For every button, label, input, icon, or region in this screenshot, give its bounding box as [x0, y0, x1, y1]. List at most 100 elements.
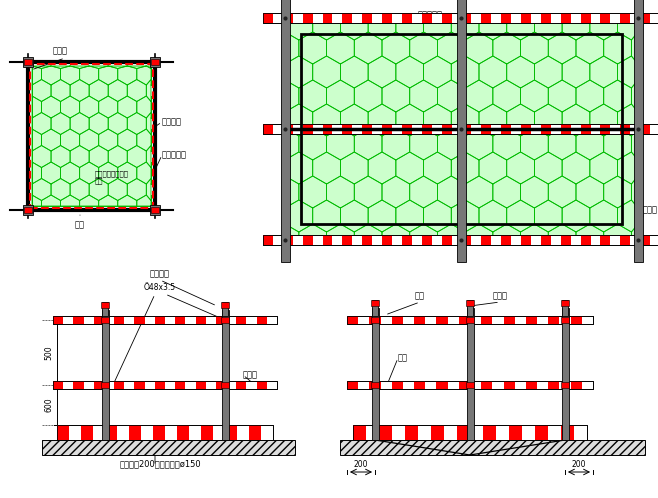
Polygon shape — [73, 381, 84, 389]
Polygon shape — [431, 425, 444, 440]
Bar — [340, 440, 645, 455]
Polygon shape — [81, 425, 93, 440]
Polygon shape — [541, 124, 551, 134]
Polygon shape — [283, 235, 293, 245]
Polygon shape — [405, 425, 418, 440]
Polygon shape — [457, 425, 470, 440]
Bar — [347, 316, 593, 324]
Polygon shape — [236, 381, 247, 389]
Bar — [467, 308, 474, 440]
Polygon shape — [422, 13, 432, 23]
Bar — [457, 0, 465, 262]
Bar — [42, 440, 295, 455]
Bar — [150, 57, 160, 67]
Bar — [222, 310, 228, 440]
Polygon shape — [601, 235, 611, 245]
Polygon shape — [620, 124, 630, 134]
Polygon shape — [392, 316, 403, 324]
Polygon shape — [601, 13, 611, 23]
Polygon shape — [561, 425, 574, 440]
Bar — [372, 300, 378, 316]
Polygon shape — [322, 13, 332, 23]
Polygon shape — [436, 316, 447, 324]
Polygon shape — [175, 316, 186, 324]
Polygon shape — [382, 13, 392, 23]
Polygon shape — [236, 316, 247, 324]
Polygon shape — [521, 13, 531, 23]
Bar — [371, 300, 379, 306]
Polygon shape — [249, 425, 261, 440]
Polygon shape — [570, 381, 582, 389]
Bar — [466, 382, 474, 388]
Bar — [57, 425, 273, 440]
Polygon shape — [620, 235, 630, 245]
Polygon shape — [263, 235, 273, 245]
Bar — [53, 381, 277, 389]
Bar — [263, 13, 658, 23]
Text: 200: 200 — [638, 442, 643, 453]
Polygon shape — [225, 425, 237, 440]
Polygon shape — [153, 425, 165, 440]
Polygon shape — [414, 381, 425, 389]
Polygon shape — [53, 381, 63, 389]
Polygon shape — [283, 124, 293, 134]
Polygon shape — [482, 124, 492, 134]
Text: 200: 200 — [44, 440, 53, 455]
Text: Ö48x3.5: Ö48x3.5 — [144, 283, 176, 292]
Polygon shape — [155, 316, 165, 324]
Bar — [561, 382, 569, 388]
Polygon shape — [501, 235, 511, 245]
Bar — [53, 316, 277, 324]
Polygon shape — [57, 425, 69, 440]
Polygon shape — [481, 316, 492, 324]
Bar — [353, 425, 587, 440]
Polygon shape — [580, 13, 590, 23]
Bar — [101, 382, 109, 388]
Text: 600: 600 — [44, 398, 53, 412]
Polygon shape — [442, 235, 451, 245]
Text: 挡脚板: 挡脚板 — [243, 371, 258, 379]
Polygon shape — [93, 316, 104, 324]
Polygon shape — [353, 425, 366, 440]
Text: 下设挡脚板: 下设挡脚板 — [417, 10, 442, 19]
Polygon shape — [640, 124, 650, 134]
Polygon shape — [369, 316, 380, 324]
Polygon shape — [482, 13, 492, 23]
Bar — [102, 302, 108, 316]
Bar — [347, 381, 593, 389]
Polygon shape — [521, 235, 531, 245]
Polygon shape — [481, 381, 492, 389]
Polygon shape — [155, 381, 165, 389]
Polygon shape — [402, 235, 412, 245]
Polygon shape — [216, 316, 226, 324]
Bar — [301, 34, 622, 224]
Bar — [372, 308, 378, 440]
Polygon shape — [263, 124, 273, 134]
Text: 横杆: 横杆 — [75, 220, 85, 229]
Polygon shape — [303, 235, 313, 245]
Polygon shape — [114, 381, 124, 389]
Polygon shape — [402, 124, 412, 134]
Polygon shape — [459, 316, 470, 324]
Text: 栏杆柱: 栏杆柱 — [492, 291, 507, 300]
Polygon shape — [541, 13, 551, 23]
Polygon shape — [175, 381, 186, 389]
Polygon shape — [521, 124, 531, 134]
Text: 栏杆柱: 栏杆柱 — [53, 46, 68, 55]
Polygon shape — [342, 13, 352, 23]
Bar — [222, 302, 228, 316]
Polygon shape — [548, 316, 559, 324]
Polygon shape — [561, 13, 570, 23]
Polygon shape — [459, 381, 470, 389]
Bar — [101, 310, 109, 440]
Text: 栏杆柱: 栏杆柱 — [643, 206, 658, 215]
Polygon shape — [501, 124, 511, 134]
Polygon shape — [363, 124, 372, 134]
Polygon shape — [483, 425, 496, 440]
Polygon shape — [379, 425, 392, 440]
Polygon shape — [195, 381, 206, 389]
Bar — [347, 316, 593, 324]
Polygon shape — [114, 316, 124, 324]
Polygon shape — [526, 381, 537, 389]
Bar — [280, 0, 290, 262]
